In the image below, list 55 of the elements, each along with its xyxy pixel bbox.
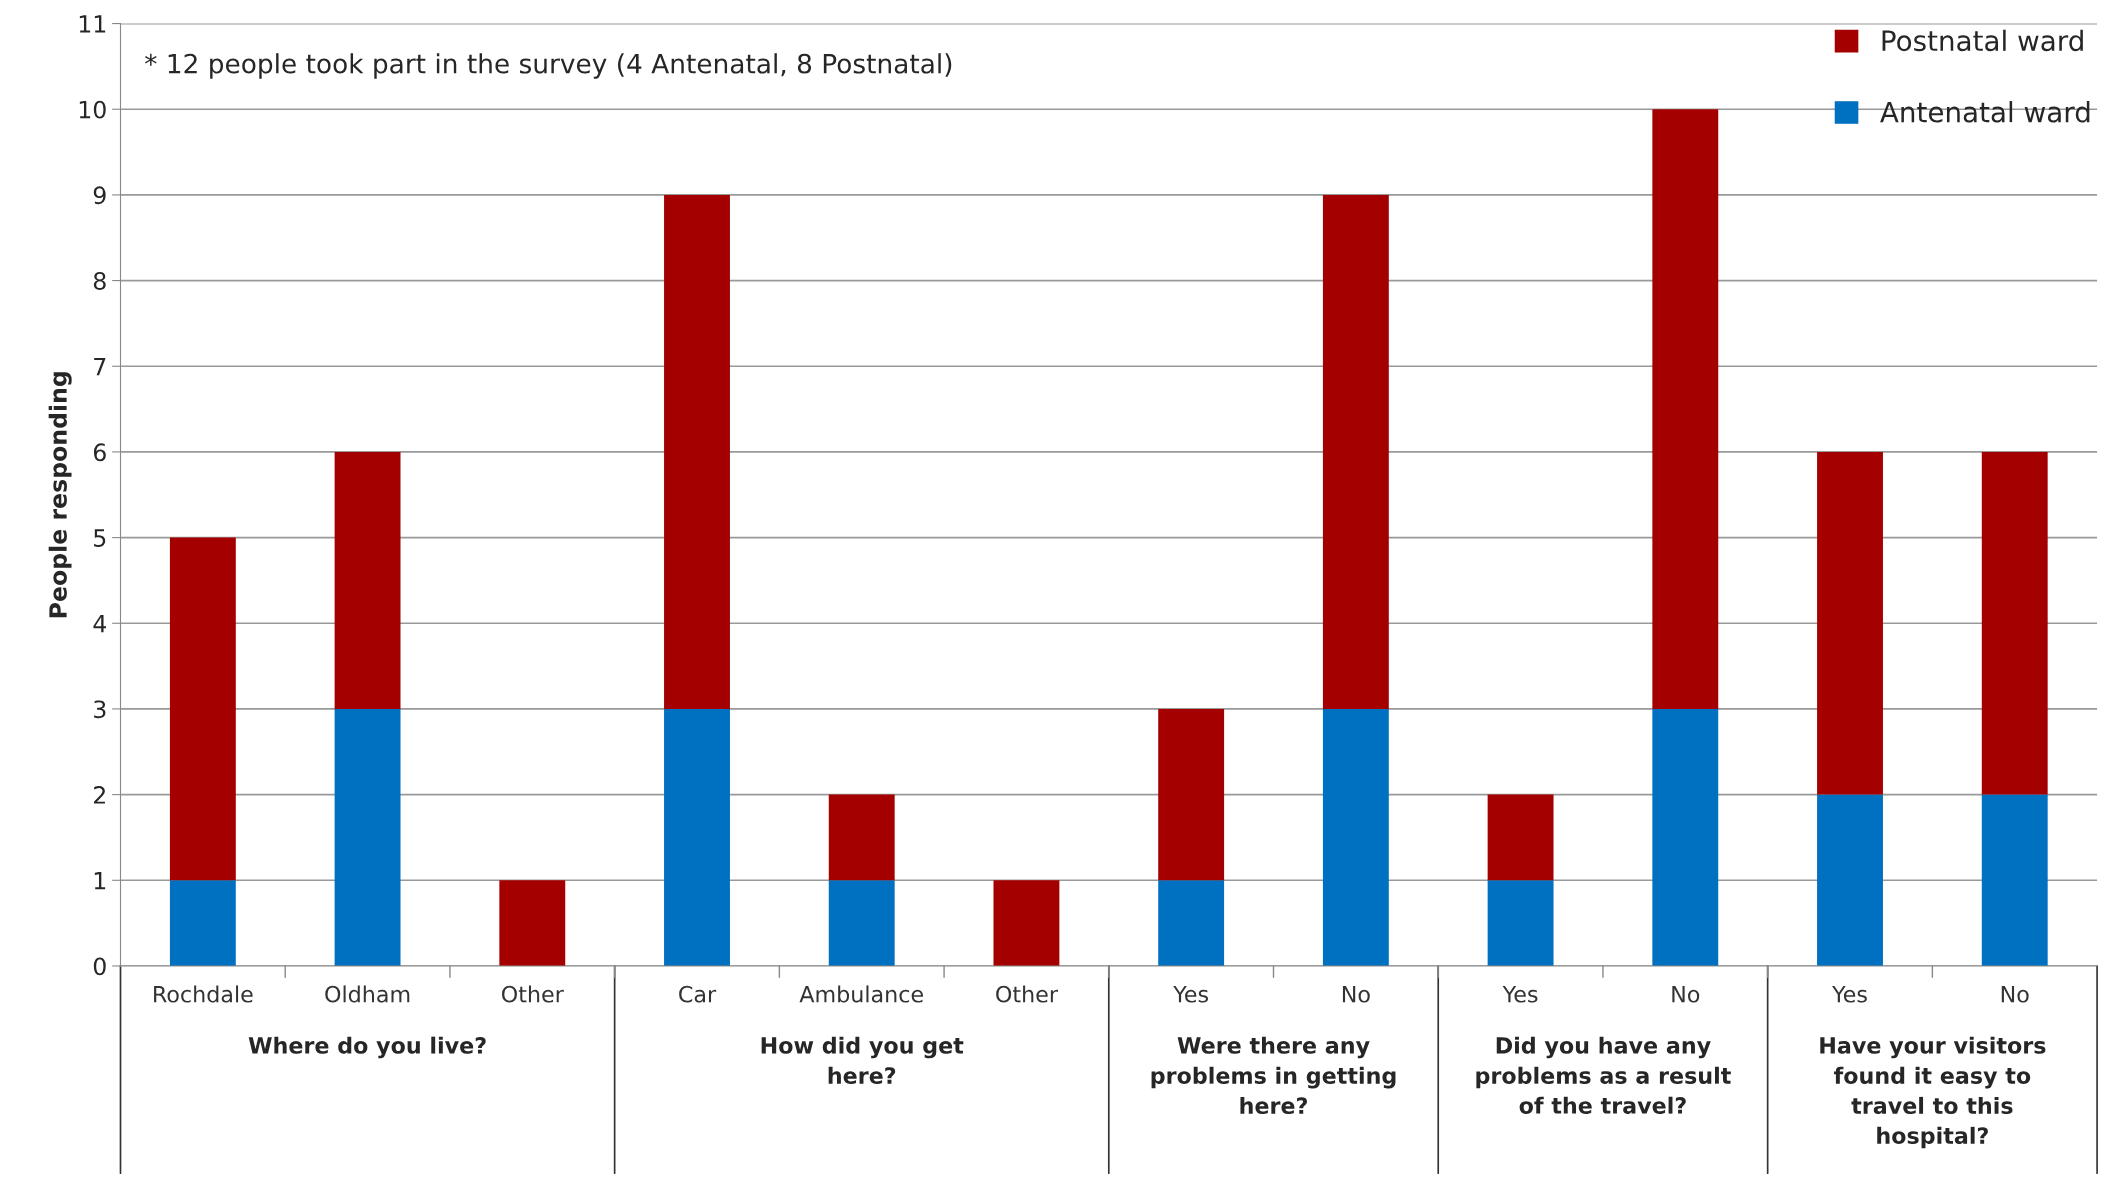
- bar: [828, 880, 895, 966]
- bar: [334, 708, 401, 966]
- bar: [664, 708, 730, 966]
- x-tick-label: Rochdale: [154, 985, 253, 1003]
- y-tick-label: 7: [94, 358, 106, 376]
- bar: [1487, 880, 1554, 966]
- y-tick-label: 4: [93, 615, 106, 633]
- x-tick-label: No: [1342, 986, 1370, 1003]
- legend-label: Postnatal ward: [1882, 29, 2083, 52]
- bar: [1158, 708, 1225, 881]
- y-axis-title: People responding: [48, 372, 72, 618]
- x-tick-label: Yes: [1502, 986, 1538, 1003]
- y-tick-label: 0: [93, 957, 106, 976]
- y-tick-label: 6: [93, 443, 106, 462]
- text: Did you have any problems as a result of the travel?: [1476, 1036, 1731, 1114]
- y-tick-label: 1: [94, 872, 106, 890]
- bar: [499, 880, 566, 966]
- y-tick-label: 9: [93, 186, 106, 205]
- bar: [664, 194, 730, 709]
- text: Were there any problems in getting here?: [1151, 1036, 1396, 1115]
- bar: [1322, 194, 1389, 709]
- text: How did you get here?: [761, 1036, 964, 1084]
- y-tick-label: 2: [94, 786, 105, 804]
- x-tick-label: Car: [679, 985, 717, 1003]
- x-tick-label: Other: [501, 985, 564, 1003]
- x-tick-label: Ambulance: [799, 985, 923, 1003]
- bar: [1487, 794, 1554, 881]
- legend-label: Antenatal ward: [1880, 101, 2090, 123]
- y-tick-label: 8: [93, 272, 106, 290]
- bar: [1652, 708, 1719, 966]
- x-tick-label: Yes: [1173, 986, 1209, 1003]
- bar: [1817, 794, 1883, 966]
- bar: [1981, 451, 2048, 795]
- text: Have your visitors found it easy to travel to this hospital?: [1820, 1036, 2046, 1149]
- bar: [169, 537, 236, 881]
- x-tick-label: Oldham: [325, 985, 410, 1003]
- y-tick-label: 5: [94, 529, 106, 547]
- text: Where do you live?: [248, 1036, 486, 1059]
- bar: [169, 880, 236, 966]
- bar: [1817, 451, 1883, 795]
- bar: [1322, 708, 1389, 966]
- bar: [1652, 109, 1719, 709]
- y-tick-label: 11: [79, 15, 106, 33]
- x-tick-label: Yes: [1832, 986, 1867, 1003]
- x-tick-label: No: [1672, 986, 1700, 1003]
- bar: [1158, 880, 1225, 966]
- x-tick-label: Other: [996, 985, 1058, 1003]
- bar: [334, 451, 401, 709]
- y-tick-label: 10: [79, 100, 106, 119]
- x-tick-label: No: [2001, 986, 2029, 1003]
- bar: [993, 880, 1060, 966]
- bar: [1981, 794, 2048, 966]
- annotation: * 12 people took part in the survey (4 Antenatal, 8 Postnatal): [145, 53, 952, 79]
- y-tick-label: 3: [94, 700, 106, 719]
- bar: [828, 794, 895, 881]
